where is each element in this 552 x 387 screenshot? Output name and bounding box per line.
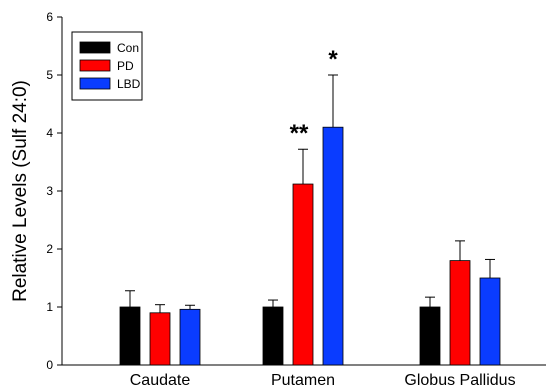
x-category-label: Putamen bbox=[271, 372, 335, 387]
bar-pd-caudate bbox=[149, 312, 171, 366]
significance-marker: ** bbox=[290, 120, 309, 147]
bar-lbd-putamen bbox=[322, 126, 344, 366]
bar-lbd-globus-pallidus bbox=[479, 277, 501, 366]
bar-con-globus-pallidus bbox=[419, 306, 441, 366]
y-tick-label: 3 bbox=[46, 184, 53, 198]
y-tick-label: 0 bbox=[46, 358, 53, 372]
legend-label-pd: PD bbox=[117, 59, 134, 73]
legend: Con PD LBD bbox=[71, 31, 143, 101]
bar-lbd-caudate bbox=[179, 308, 201, 366]
axes: 0 1 2 3 4 5 6 Caudate Putamen Globus Pallidus bbox=[46, 10, 546, 387]
x-category-label: Caudate bbox=[130, 372, 191, 387]
y-tick-label: 5 bbox=[46, 68, 53, 82]
x-category-label: Globus Pallidus bbox=[404, 372, 515, 387]
bars bbox=[119, 126, 501, 366]
y-tick-label: 1 bbox=[46, 300, 53, 314]
legend-swatch-con bbox=[79, 41, 111, 54]
bar-con-caudate bbox=[119, 306, 141, 366]
legend-swatch-pd bbox=[79, 59, 111, 72]
significance-annotations: *** bbox=[290, 46, 339, 147]
y-axis-title: Relative Levels (Sulf 24:0) bbox=[10, 80, 31, 302]
legend-label-lbd: LBD bbox=[117, 77, 141, 91]
bar-pd-putamen bbox=[292, 183, 314, 366]
y-tick-label: 6 bbox=[46, 10, 53, 24]
legend-label-con: Con bbox=[117, 41, 139, 55]
significance-marker: * bbox=[328, 46, 338, 73]
error-bars bbox=[125, 74, 495, 313]
y-tick-label: 2 bbox=[46, 242, 53, 256]
y-tick-label: 4 bbox=[46, 126, 53, 140]
bar-con-putamen bbox=[262, 306, 284, 366]
bar-pd-globus-pallidus bbox=[449, 260, 471, 366]
legend-swatch-lbd bbox=[79, 77, 111, 90]
